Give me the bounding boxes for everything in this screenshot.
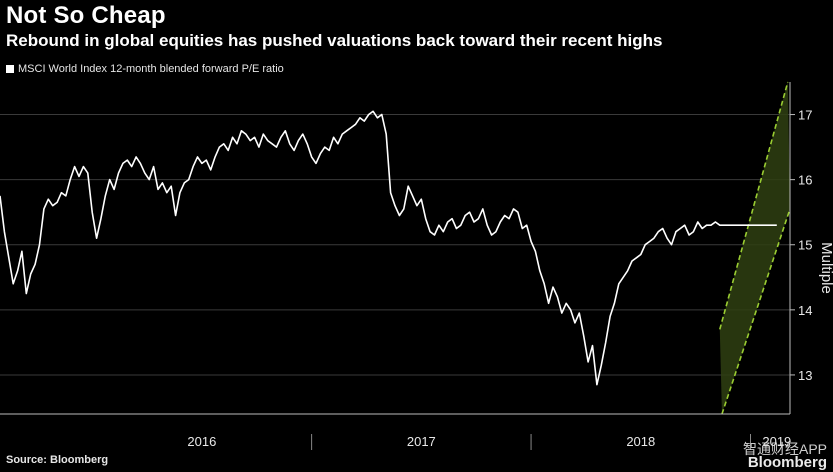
watermark-cn: 智通财经APP — [742, 441, 827, 457]
legend-label: MSCI World Index 12-month blended forwar… — [18, 63, 284, 75]
series-line-msci-world-pe — [0, 110, 777, 386]
y-tick-label-17: 17 — [798, 108, 812, 123]
chart-title: Not So Cheap — [6, 2, 166, 29]
y-tick-label-13: 13 — [798, 368, 812, 383]
legend: MSCI World Index 12-month blended forwar… — [6, 63, 284, 75]
watermark-brand: Bloomberg — [747, 454, 827, 471]
chart-subtitle: Rebound in global equities has pushed va… — [6, 31, 663, 50]
x-tick-label-2017: 2017 — [407, 434, 436, 449]
x-tick-label-2016: 2016 — [187, 434, 216, 449]
trend-channel — [719, 81, 791, 415]
source-note: Source: Bloomberg — [6, 454, 109, 466]
x-axis: 2016 2017 2018 2019 — [0, 413, 791, 450]
x-tick-label-2019: 2019 — [762, 434, 791, 449]
channel-fill — [719, 82, 790, 414]
channel-upper-line — [719, 81, 789, 330]
x-tick-label-2018: 2018 — [626, 434, 655, 449]
legend-swatch — [6, 65, 14, 73]
y-tick-label-14: 14 — [798, 303, 812, 318]
y-tick-label-16: 16 — [798, 173, 812, 188]
y-axis: 13 14 15 16 17 — [789, 82, 812, 414]
channel-lower-line — [721, 208, 791, 415]
gridlines — [0, 114, 790, 376]
watermark: 智通财经APP Bloomberg — [743, 442, 827, 470]
y-axis-title: Multiple — [818, 242, 833, 294]
y-tick-label-15: 15 — [798, 238, 812, 253]
